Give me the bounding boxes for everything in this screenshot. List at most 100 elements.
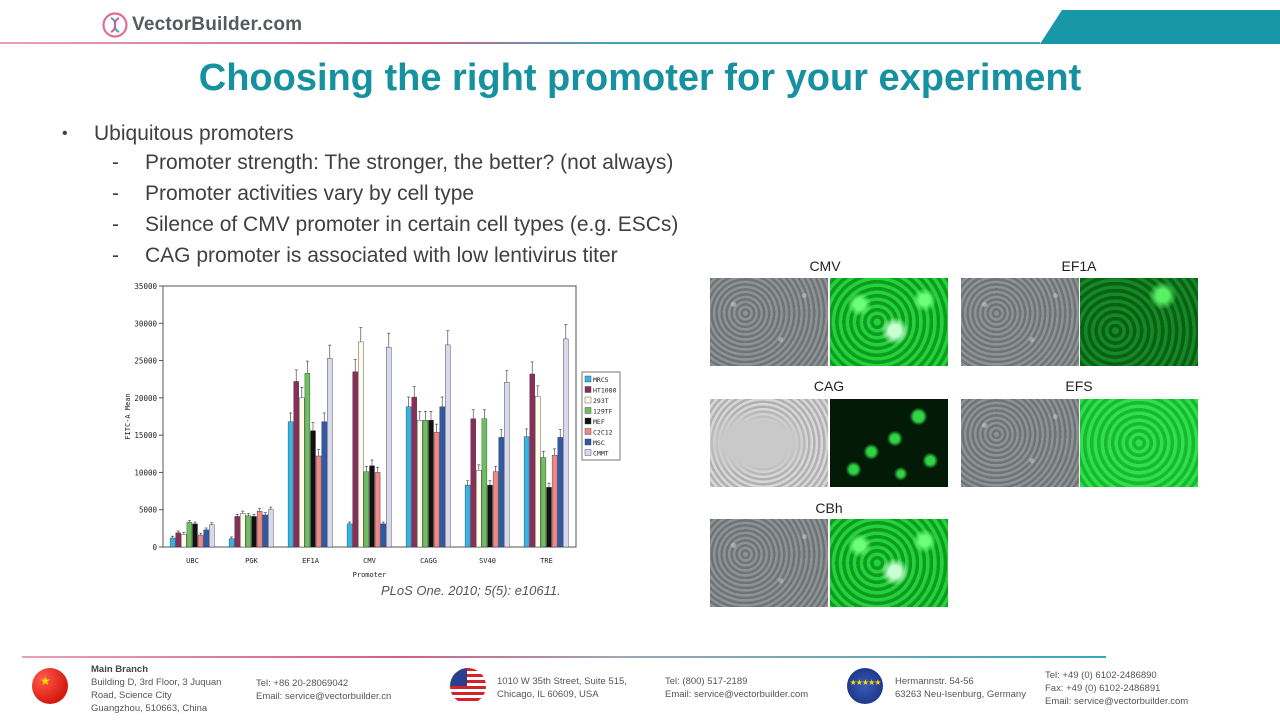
bar-c2c12-pgk (256, 511, 263, 548)
header-divider (0, 42, 1040, 44)
bar-cmmt-cmv (386, 346, 392, 548)
micrograph-cbh-fluorescence (830, 519, 948, 607)
logo-text: VectorBuilder.com (132, 14, 303, 35)
bullet-sub-text: Silence of CMV promoter in certain cell … (145, 212, 679, 236)
legend-swatch-129tf (584, 407, 592, 414)
bar-msc-cagg (439, 406, 445, 548)
footer-china-tel: Tel: +86 20-28069042 (256, 678, 349, 689)
bar-129tf-ubc (186, 522, 193, 548)
footer-china-heading: Main Branch (91, 664, 149, 675)
bar-mrc5-ef1a (287, 421, 294, 548)
footer-eu-address-line: 63263 Neu-Isenburg, Germany (895, 689, 1026, 700)
bar-ht1080-sv40 (470, 418, 476, 548)
micrograph-ef1a-brightfield (961, 278, 1079, 366)
y-tick-label: 30000 (134, 319, 157, 328)
bar-cmmt-sv40 (504, 381, 510, 548)
bar-293t-sv40 (476, 469, 482, 548)
footer-divider (22, 656, 1106, 658)
bar-mef-pgk (251, 516, 257, 548)
bullet-sub-text: Promoter strength: The stronger, the bet… (145, 150, 674, 174)
eu-flag-icon: ★★★★★ (847, 668, 883, 704)
legend-label-msc: MSC (593, 439, 605, 447)
bar-mrc5-cagg (405, 406, 412, 548)
bar-cmmt-pgk (268, 509, 274, 548)
bar-293t-cmv (358, 341, 364, 548)
bar-msc-tre (557, 437, 563, 548)
bar-msc-ubc (203, 529, 209, 548)
micrograph-ef1a-fluorescence (1080, 278, 1198, 366)
micrograph-label-cmv: CMV (809, 258, 841, 274)
bullet-sub-text: CAG promoter is associated with low lent… (145, 243, 618, 267)
bar-msc-ef1a (321, 421, 327, 548)
bar-293t-ubc (181, 534, 187, 548)
bar-c2c12-ubc (197, 534, 204, 548)
y-tick-label: 15000 (134, 431, 157, 440)
legend-label-mef: MEF (593, 418, 605, 426)
footer-usa-address-line: 1010 W 35th Street, Suite 515, (497, 676, 627, 687)
bar-293t-cagg (417, 420, 423, 548)
x-tick-label: PGK (245, 557, 258, 565)
footer-china-address-line: Building D, 3rd Floor, 3 Juquan (91, 677, 222, 688)
footer-eu-fax: Fax: +49 (0) 6102-2486891 (1045, 683, 1161, 694)
bullet-sub: - Silence of CMV promoter in certain cell… (112, 212, 679, 236)
china-flag-icon: ★ (32, 668, 68, 704)
legend-label-293t: 293T (593, 397, 609, 405)
bar-cmmt-ubc (209, 524, 215, 548)
bar-msc-pgk (262, 514, 268, 548)
legend-swatch-293t (584, 396, 592, 404)
bar-c2c12-ef1a (315, 455, 322, 548)
x-tick-label: CAGG (420, 557, 437, 565)
bar-ht1080-cagg (411, 396, 417, 548)
x-tick-label: UBC (186, 557, 199, 565)
footer-usa-address-line: Chicago, IL 60609, USA (497, 689, 599, 700)
bar-129tf-cagg (422, 420, 429, 548)
bar-ht1080-cmv (352, 371, 358, 548)
citation: PLoS One. 2010; 5(5): e10611. (381, 583, 561, 598)
footer-usa-tel: Tel: (800) 517-2189 (665, 676, 748, 687)
y-tick-label: 0 (152, 543, 157, 552)
bullet-main-text: Ubiquitous promoters (94, 122, 294, 145)
bullet-sub: - Promoter activities vary by cell type (112, 181, 475, 205)
bar-mef-ubc (192, 523, 198, 548)
bar-mef-tre (546, 487, 552, 548)
x-tick-label: TRE (540, 557, 553, 565)
bar-mrc5-sv40 (464, 484, 471, 548)
bar-129tf-pgk (245, 515, 252, 548)
micrograph-label-efs: EFS (1065, 378, 1093, 394)
x-tick-label: SV40 (479, 557, 496, 565)
micrograph-cag-fluorescence (830, 399, 948, 487)
y-tick-label: 20000 (134, 394, 157, 403)
bar-mef-ef1a (310, 430, 316, 548)
vectorbuilder-logo: VectorBuilder.com (102, 12, 302, 38)
bar-cmmt-cagg (445, 344, 451, 548)
legend-swatch-msc (584, 438, 592, 446)
bar-ht1080-ubc (175, 532, 181, 548)
slide-title: Choosing the right promoter for your exp… (198, 57, 1082, 99)
footer-usa-email[interactable]: Email: service@vectorbuilder.com (665, 689, 809, 700)
footer-eu-tel: Tel: +49 (0) 6102-2486890 (1045, 670, 1157, 681)
legend-label-c2c12: C2C12 (593, 429, 613, 437)
bar-cmmt-ef1a (327, 358, 333, 548)
bar-129tf-tre (540, 457, 547, 548)
header-accent-band (1040, 10, 1280, 44)
legend-swatch-mef (584, 417, 592, 425)
legend-swatch-ht1080 (584, 386, 592, 393)
footer-china-contact: Tel: +86 20-28069042 Email: service@vect… (256, 677, 391, 703)
bar-ht1080-ef1a (293, 381, 299, 548)
micrograph-label-ef1a: EF1A (1061, 258, 1097, 274)
bar-c2c12-sv40 (492, 471, 499, 548)
bar-ht1080-tre (529, 373, 535, 548)
dna-logo-icon (102, 12, 128, 38)
bar-mef-cagg (428, 420, 434, 548)
bar-129tf-cmv (363, 471, 370, 548)
legend-label-ht1080: HT1080 (593, 387, 617, 395)
micrograph-cag-brightfield (710, 399, 828, 487)
footer-eu-email[interactable]: Email: service@vectorbuilder.com (1045, 696, 1189, 707)
footer-china-email[interactable]: Email: service@vectorbuilder.cn (256, 691, 392, 702)
bullet-dot-icon: • (62, 125, 68, 142)
chart-svg: 0 5000 10000 15000 20000 25000 30000 35000 FITC-… (124, 282, 621, 579)
bar-mrc5-tre (523, 436, 530, 548)
y-tick-label: 10000 (134, 468, 157, 477)
micrograph-label-cbh: CBh (815, 500, 843, 516)
bullet-sub-text: Promoter activities vary by cell type (145, 181, 475, 205)
